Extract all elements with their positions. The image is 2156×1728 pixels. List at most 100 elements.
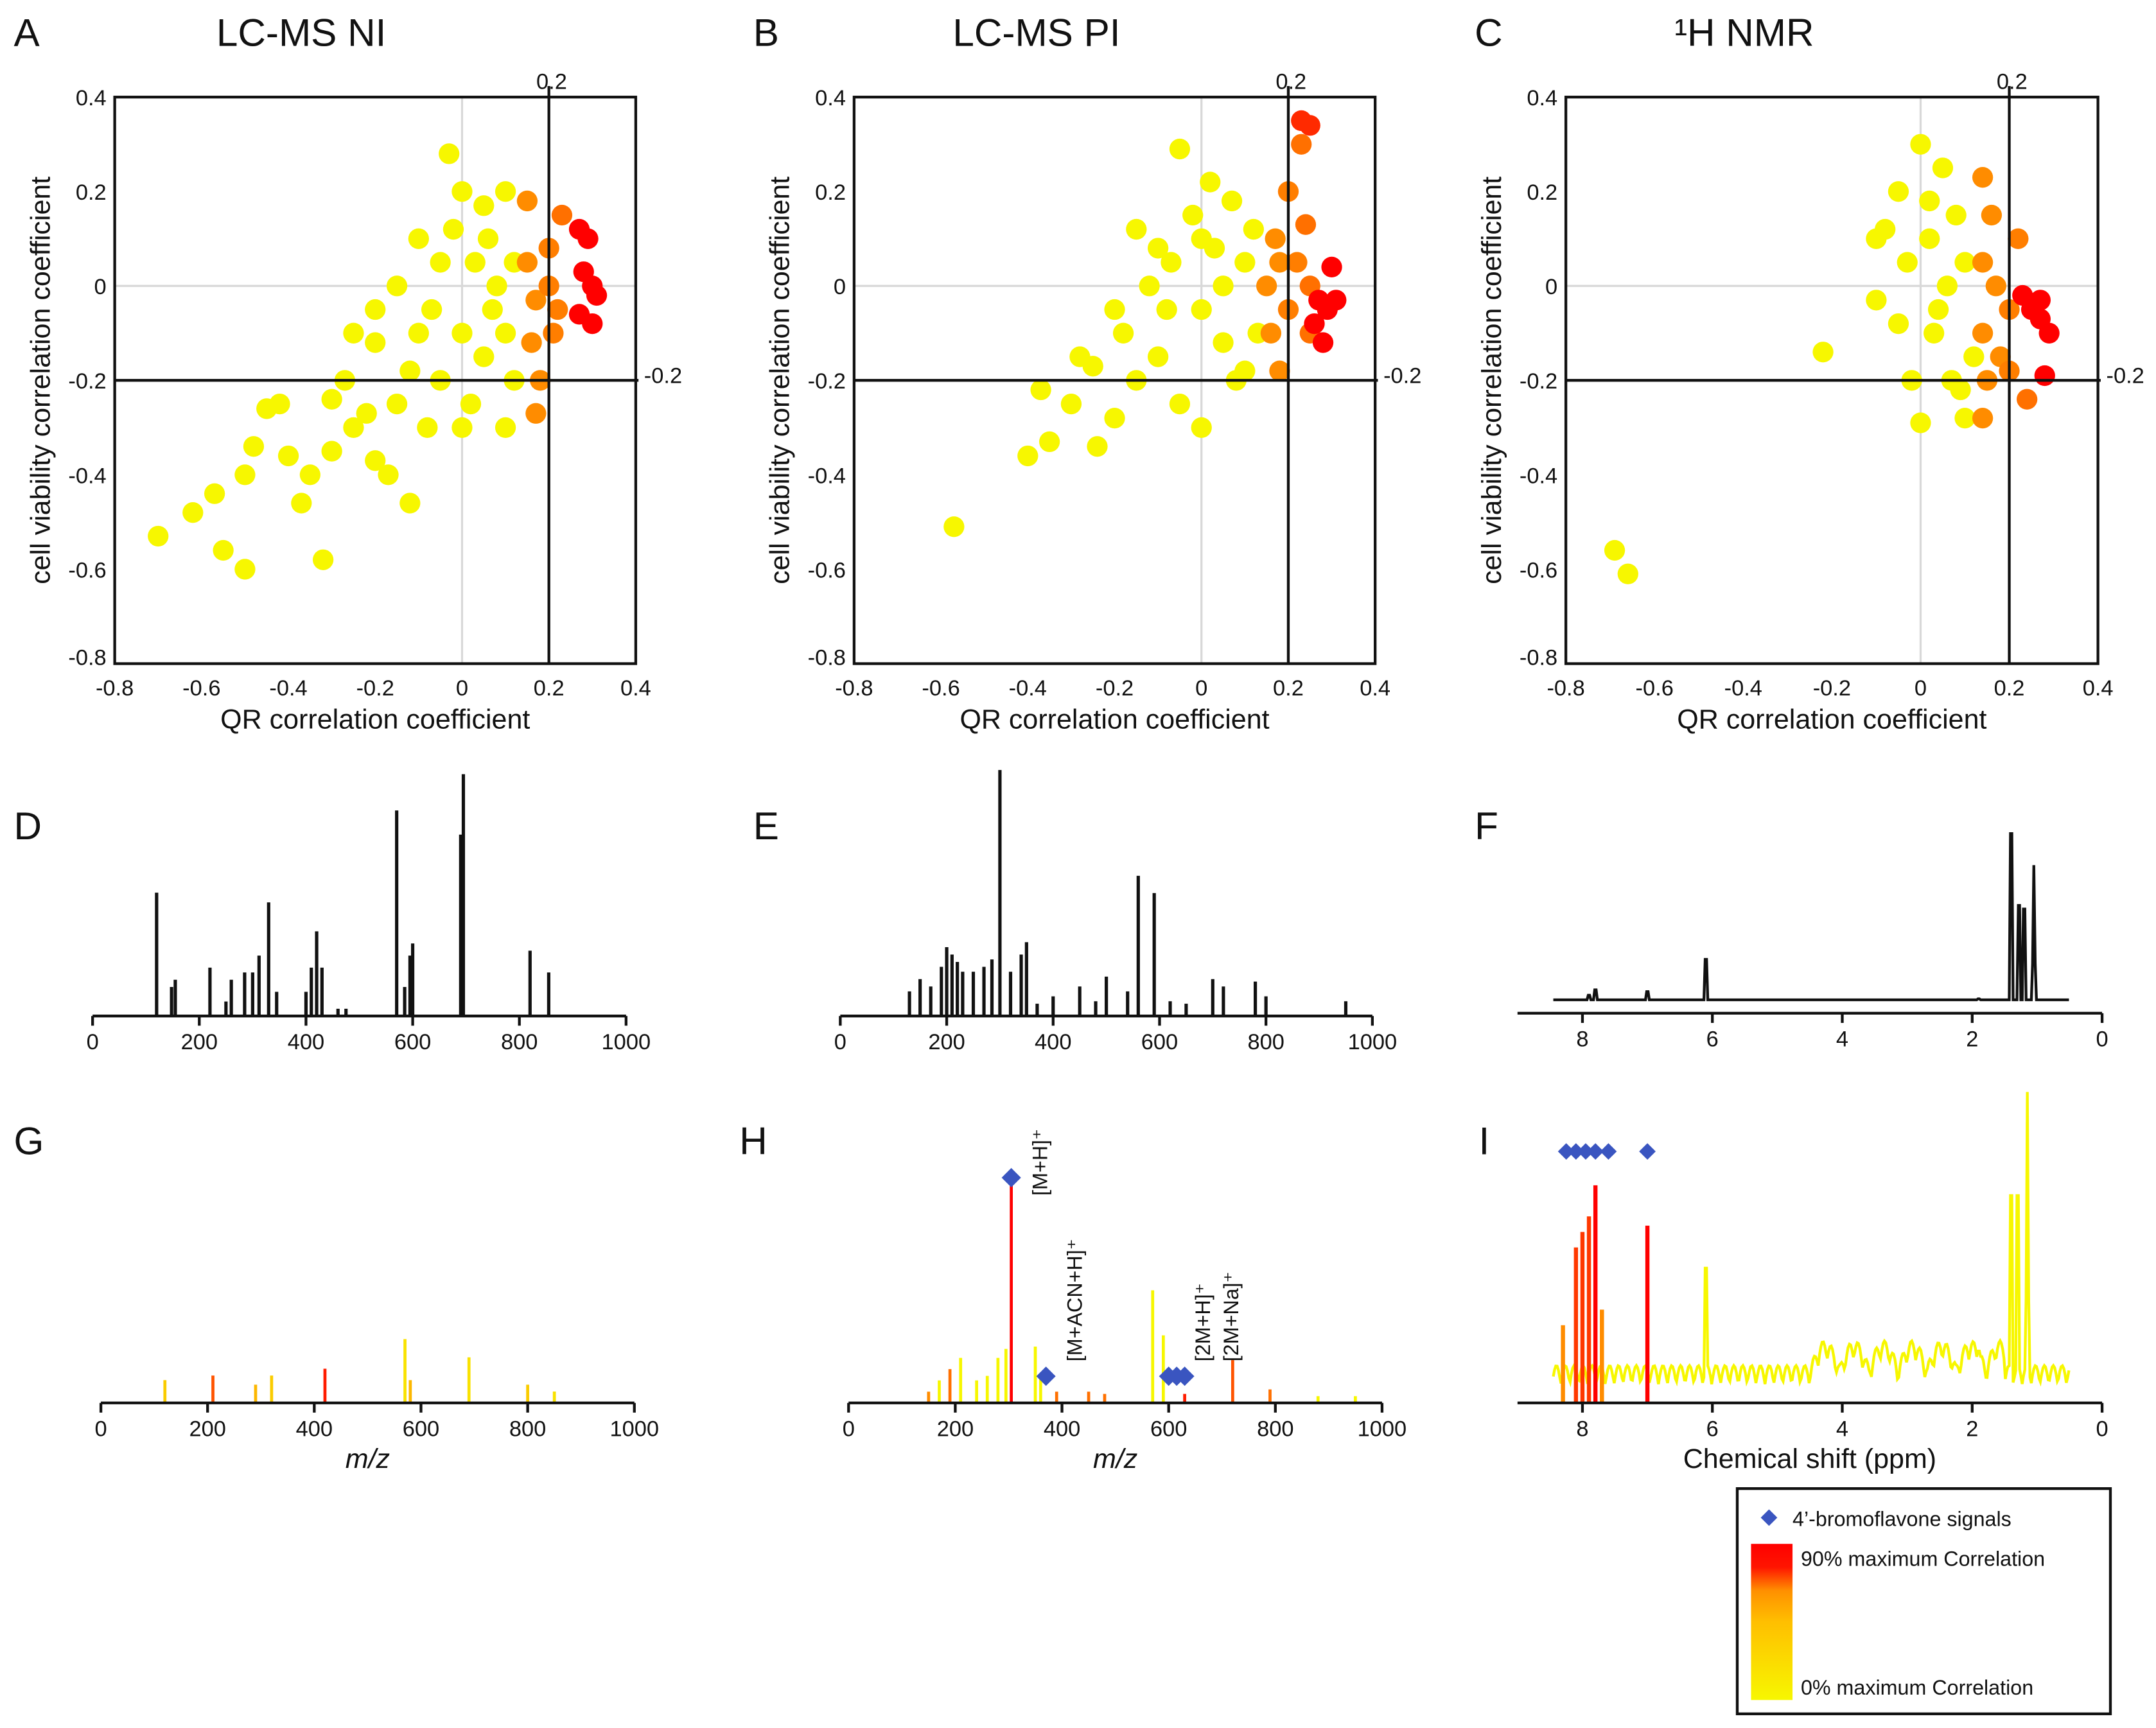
x-tick-label: 800 (509, 1417, 546, 1441)
data-point (1936, 275, 1958, 297)
bromoflavone-marker (1557, 1143, 1575, 1160)
data-point (1326, 290, 1347, 311)
y-tick-label: -0.4 (808, 464, 846, 488)
y-tick-label: -0.8 (808, 646, 846, 670)
data-point (1924, 322, 1945, 344)
y-tick-label: -0.6 (68, 558, 106, 582)
ion-annotation: [2M+Na]⁺ (1220, 1271, 1243, 1361)
data-point (473, 195, 495, 216)
x-tick-label: -0.6 (1636, 676, 1674, 701)
x-axis-label: QR correlation coefficient (960, 704, 1269, 735)
data-point (1910, 134, 1931, 155)
data-point (386, 393, 408, 415)
x-tick-label: 0 (1195, 676, 1207, 701)
x-tick-label: 0.2 (1994, 676, 2025, 701)
x-axis-label: Chemical shift (ppm) (1683, 1444, 1936, 1474)
data-point (477, 228, 499, 249)
data-point (2017, 388, 2038, 410)
data-point (1888, 181, 1909, 202)
data-point (1295, 214, 1317, 235)
data-point (439, 143, 460, 164)
data-point (1104, 299, 1125, 320)
spectrum-panel-d: 0 200 400 600 800 1000 (87, 774, 651, 1054)
x-tick-label: 0.4 (2083, 676, 2114, 701)
data-point (464, 252, 486, 273)
data-point (365, 332, 386, 353)
x-tick-label: 0.4 (1360, 676, 1390, 701)
x-tick-label: -0.8 (1547, 676, 1584, 701)
y-tick-label: 0.4 (76, 86, 107, 110)
data-point (1910, 412, 1931, 433)
data-point (1875, 218, 1896, 240)
data-point (1069, 346, 1091, 367)
data-point (1126, 218, 1147, 240)
data-point (299, 464, 320, 485)
data-point (1291, 134, 1312, 155)
data-point (1139, 275, 1160, 297)
data-point (1897, 252, 1918, 273)
data-point (1156, 299, 1177, 320)
legend-top-label: 90% maximum Correlation (1801, 1548, 2045, 1571)
data-point (1919, 228, 1940, 249)
y-tick-label: 0.2 (76, 180, 107, 205)
data-point (213, 539, 234, 561)
data-point (312, 549, 334, 570)
data-point (365, 299, 386, 320)
data-point (2038, 322, 2060, 344)
data-point (1985, 275, 2006, 297)
data-point (234, 559, 256, 580)
y-tick-label: 0 (94, 275, 107, 299)
bromoflavone-marker (1036, 1366, 1056, 1386)
data-point (1954, 408, 1976, 429)
data-point (1932, 157, 1954, 179)
data-point (343, 322, 364, 344)
y-tick-label: -0.6 (808, 558, 846, 582)
x-tick-label: -0.4 (1724, 676, 1762, 701)
data-point (378, 464, 399, 485)
bromoflavone-marker (1001, 1167, 1021, 1188)
data-point (204, 483, 225, 504)
y-tick-label: -0.2 (68, 369, 106, 394)
data-point (1945, 204, 1967, 226)
data-point (586, 284, 608, 306)
bromoflavone-marker (1577, 1143, 1594, 1160)
bromoflavone-marker (1639, 1143, 1656, 1160)
data-point (451, 322, 473, 344)
x-tick-label: 1000 (602, 1030, 651, 1054)
y-tick-label: -0.2 (1520, 369, 1557, 394)
y-tick-label: -0.4 (1520, 464, 1557, 488)
data-point (421, 299, 443, 320)
y-tick-label: 0.4 (1527, 86, 1557, 110)
x-tick-label: 2 (1966, 1417, 1978, 1441)
data-point (1312, 332, 1334, 353)
data-point (1617, 563, 1638, 584)
data-point (1265, 228, 1286, 249)
data-point (482, 299, 503, 320)
y-axis-label: cell viability correlation coefficient (1477, 177, 1507, 584)
x-tick-label: -0.6 (922, 676, 960, 701)
data-point (1087, 436, 1108, 457)
data-point (1927, 299, 1949, 320)
data-point (1017, 445, 1039, 467)
x-tick-label: 8 (1576, 1027, 1588, 1052)
threshold-label-x: 0.2 (1997, 69, 2028, 94)
x-tick-label: 400 (296, 1417, 333, 1441)
data-point (408, 322, 429, 344)
data-point (365, 450, 386, 471)
x-tick-label: 200 (181, 1030, 218, 1054)
x-tick-label: 0 (2096, 1417, 2108, 1441)
bromoflavone-marker (1587, 1143, 1604, 1160)
x-tick-label: 400 (288, 1030, 324, 1054)
data-point (495, 322, 516, 344)
data-point (943, 516, 965, 537)
data-point (577, 228, 599, 249)
x-axis-label: QR correlation coefficient (220, 704, 530, 735)
title-lcms-pi: LC-MS PI (952, 11, 1120, 55)
panel-letter-c: C (1475, 11, 1503, 55)
data-point (399, 493, 421, 514)
panel-letter-i: I (1479, 1119, 1490, 1162)
bromoflavone-marker (1175, 1366, 1195, 1386)
data-point (1213, 332, 1234, 353)
x-tick-label: 0.2 (1273, 676, 1304, 701)
data-point (543, 322, 564, 344)
